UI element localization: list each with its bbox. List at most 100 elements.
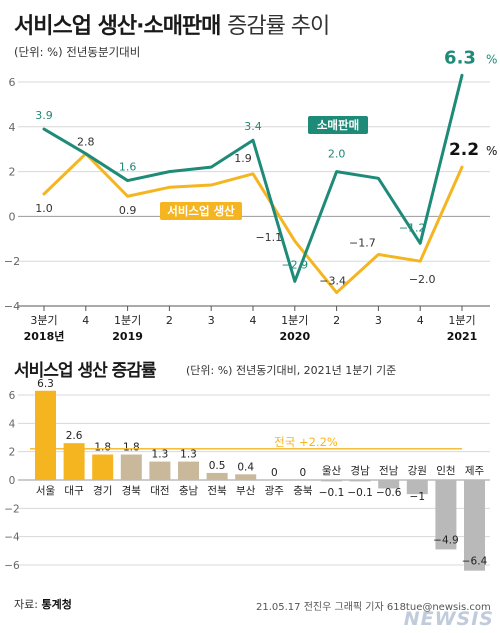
bar-category-label: 충북 [293, 485, 313, 497]
bar-category-label: 대구 [64, 485, 84, 497]
bar-value-label: 1.3 [152, 449, 169, 461]
service-value-label: 2.2 [449, 140, 479, 160]
y-tick-label: −2 [4, 255, 20, 268]
bar-category-label: 제주 [465, 465, 485, 477]
retail-value-label: −2.9 [281, 258, 308, 271]
retail-value-label: 2.0 [328, 148, 346, 161]
y-tick-label: −4 [4, 300, 20, 313]
bar [206, 472, 228, 480]
retail-value-label: 6.3 [444, 47, 476, 68]
bar-value-label: 1.8 [94, 442, 111, 454]
bar-value-label: 0.4 [237, 461, 254, 473]
bar-value-label: −0.1 [347, 487, 373, 499]
bar [321, 480, 342, 482]
source-name: 통계청 [41, 598, 72, 611]
service-value-label: −1.7 [349, 236, 376, 249]
x-tick-label: 2 [166, 314, 173, 327]
bar-value-label: 0 [271, 467, 278, 479]
bar-y-tick-label: 0 [9, 475, 16, 487]
service-value-label: −1.1 [255, 231, 282, 244]
y-tick-label: 2 [9, 166, 16, 179]
y-tick-label: 0 [9, 210, 16, 223]
x-year-label: 2021 [447, 330, 478, 343]
service-value-label: 1.9 [234, 152, 252, 165]
bar-value-label: 6.3 [37, 378, 54, 390]
retail-value-label: −1.2 [399, 221, 426, 234]
bar-y-tick-label: 6 [9, 390, 16, 402]
title-bold: 서비스업 생산·소매판매 [14, 14, 221, 39]
bar-y-tick-label: −2 [4, 503, 19, 515]
service-value-label: 1.0 [35, 202, 53, 215]
bar [149, 461, 171, 480]
bar [178, 461, 199, 480]
retail-value-label: 1.6 [119, 161, 137, 174]
bar [349, 480, 371, 482]
retail-legend-badge-bg [308, 116, 368, 134]
service-value-label: 0.9 [119, 204, 137, 217]
x-tick-label: 4 [250, 314, 257, 327]
bar [235, 474, 257, 480]
x-year-label: 2018년 [24, 329, 65, 343]
y-tick-label: 4 [9, 121, 16, 134]
bar-category-label: 충남 [179, 485, 199, 497]
bar [92, 454, 114, 480]
bar-category-label: 전남 [379, 465, 399, 477]
retail-legend-badge: 소매판매 [317, 118, 359, 132]
bar-category-label: 광주 [265, 485, 285, 497]
service-value-label: −2.0 [409, 273, 436, 286]
bar-category-label: 경북 [122, 484, 142, 497]
bar-category-label: 울산 [322, 465, 342, 477]
bar-y-tick-label: −4 [4, 532, 20, 544]
bar-category-label: 전북 [207, 485, 227, 497]
x-year-label: 2020 [279, 330, 310, 343]
bar-y-tick-label: 2 [9, 447, 16, 459]
bar-category-label: 인천 [436, 465, 455, 477]
page-title: 서비스업 생산·소매판매 증감률 추이 [14, 8, 330, 40]
bar [35, 390, 56, 480]
bar [406, 480, 428, 495]
bar-y-tick-label: 4 [9, 418, 16, 430]
bar-value-label: 0 [300, 467, 307, 479]
bar [63, 443, 85, 480]
credit-note: 21.05.17 전진우 그래픽 기자 618tue@newsis.com [256, 602, 491, 613]
x-tick-label: 4 [82, 314, 89, 327]
service-legend-badge: 서비스업 생산 [167, 204, 235, 218]
bar-value-label: −0.1 [319, 487, 345, 499]
bar [378, 480, 400, 489]
bar [435, 480, 457, 550]
bar [120, 454, 142, 480]
x-tick-label: 3 [375, 314, 382, 327]
newsis-watermark: NEWSIS [403, 608, 494, 630]
bar-category-label: 부산 [236, 485, 256, 497]
source-note: 자료: 통계청 [14, 596, 72, 612]
bar-value-label: −4.9 [433, 534, 459, 546]
service-value-label: 2.8 [77, 136, 95, 149]
bar-value-label: 1.8 [123, 442, 140, 454]
national-reference-label: 전국 +2.2% [274, 435, 338, 449]
y-tick-label: 6 [9, 76, 16, 89]
x-tick-label: 4 [417, 314, 424, 327]
bar-value-label: −1 [410, 491, 425, 503]
x-year-label: 2019 [112, 330, 143, 343]
bar-value-label: 2.6 [66, 430, 83, 442]
x-tick-label: 1분기 [281, 314, 308, 327]
line-chart: 6 4 2 0 −2 −4 3분기 4 1분기 2 3 4 1분기 2 3 4 1분기 2018년 2019 2020… [4, 47, 498, 343]
x-tick-label: 2 [333, 314, 340, 327]
x-tick-label: 1분기 [114, 314, 141, 327]
percent-suffix: % [486, 52, 497, 66]
service-value-label: −3.4 [319, 275, 346, 288]
bar-category-label: 서울 [36, 485, 56, 497]
bar-chart-title: 서비스업 생산 증감률 [14, 361, 157, 381]
x-tick-label: 1분기 [448, 314, 475, 327]
bar-chart-unit: (단위: %) 전년동기대비, 2021년 1분기 기준 [186, 364, 397, 377]
title-light: 증감률 추이 [227, 14, 330, 39]
retail-value-label: 3.9 [35, 109, 53, 122]
x-tick-label: 3분기 [30, 314, 57, 327]
bar-value-label: −6.4 [462, 556, 488, 568]
bar-category-label: 경기 [93, 484, 112, 497]
x-tick-label: 3 [208, 314, 215, 327]
unit-note: (단위: %) 전년동분기대비 [14, 45, 141, 59]
bar-value-label: 1.3 [180, 449, 197, 461]
